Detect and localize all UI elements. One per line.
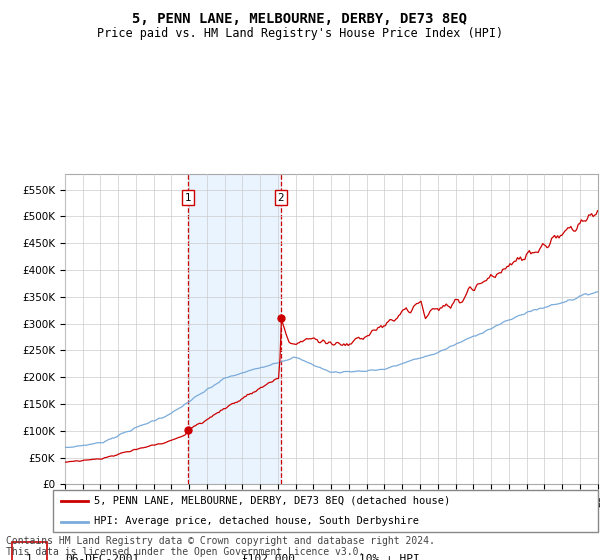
- Text: Contains HM Land Registry data © Crown copyright and database right 2024.
This d: Contains HM Land Registry data © Crown c…: [6, 535, 435, 557]
- Text: 1: 1: [26, 554, 33, 560]
- Bar: [188, 174, 281, 484]
- Text: Price paid vs. HM Land Registry's House Price Index (HPI): Price paid vs. HM Land Registry's House …: [97, 27, 503, 40]
- Text: 1: 1: [184, 193, 191, 203]
- Text: 06-DEC-2001: 06-DEC-2001: [65, 554, 139, 560]
- Text: 2: 2: [278, 193, 284, 203]
- Text: 5, PENN LANE, MELBOURNE, DERBY, DE73 8EQ (detached house): 5, PENN LANE, MELBOURNE, DERBY, DE73 8EQ…: [94, 496, 450, 506]
- Text: 10% ↓ HPI: 10% ↓ HPI: [359, 554, 419, 560]
- Text: 5, PENN LANE, MELBOURNE, DERBY, DE73 8EQ: 5, PENN LANE, MELBOURNE, DERBY, DE73 8EQ: [133, 12, 467, 26]
- Text: HPI: Average price, detached house, South Derbyshire: HPI: Average price, detached house, Sout…: [94, 516, 419, 526]
- Bar: [12, 542, 47, 560]
- Text: £102,000: £102,000: [241, 554, 295, 560]
